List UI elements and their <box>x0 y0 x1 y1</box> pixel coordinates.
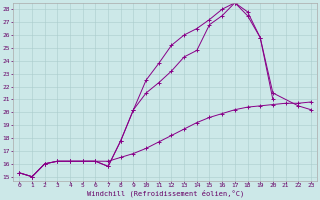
X-axis label: Windchill (Refroidissement éolien,°C): Windchill (Refroidissement éolien,°C) <box>86 190 244 197</box>
